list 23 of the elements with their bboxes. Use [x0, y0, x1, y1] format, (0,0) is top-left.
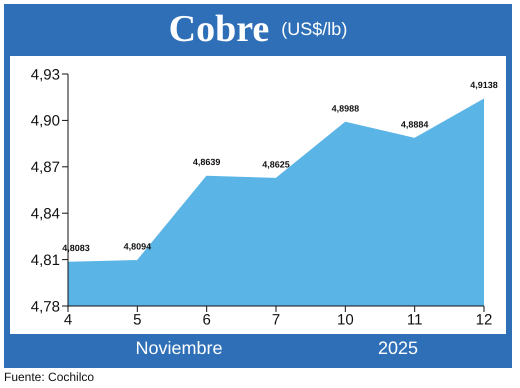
chart-title: Cobre: [168, 7, 270, 51]
data-label: 4,8884: [400, 119, 428, 130]
x-tick-label: 5: [133, 312, 142, 329]
y-tick-label: 4,84: [30, 206, 60, 223]
x-tick-label: 12: [476, 312, 492, 329]
x-tick-label: 6: [202, 312, 211, 329]
data-label: 4,8988: [332, 103, 360, 114]
x-tick-label: 11: [406, 312, 422, 329]
data-label: 4,9138: [470, 80, 498, 90]
y-tick-label: 4,93: [30, 66, 60, 84]
y-tick-label: 4,81: [30, 252, 60, 269]
x-tick-label: 7: [272, 312, 280, 329]
x-tick-label: 4: [64, 312, 72, 329]
data-label: 4,8625: [262, 159, 290, 170]
y-tick-label: 4,87: [30, 159, 60, 176]
source-note: Fuente: Cochilco: [4, 370, 94, 384]
y-tick-label: 4,90: [30, 112, 60, 130]
text: 2025: [376, 338, 420, 360]
chart-subtitle: (US$/lb): [281, 18, 348, 40]
data-label: 4,8639: [192, 157, 220, 168]
x-tick-label: 10: [336, 312, 354, 329]
x-axis-title: Noviembre: [134, 338, 224, 360]
y-tick-label: 4,78: [30, 298, 60, 316]
